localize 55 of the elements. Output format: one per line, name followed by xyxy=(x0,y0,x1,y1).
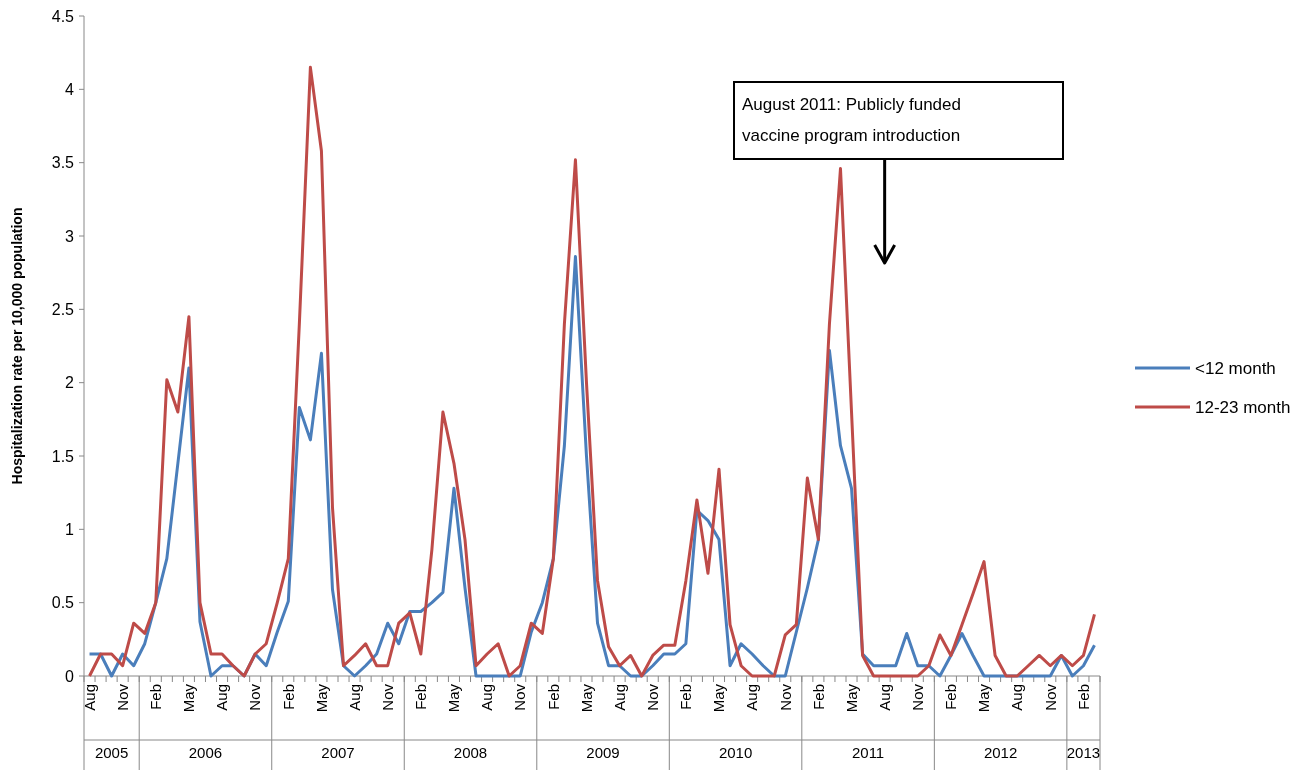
x-tick-label: May xyxy=(710,683,728,713)
y-tick-label: 3.5 xyxy=(51,154,75,172)
x-tick-label: Aug xyxy=(345,684,363,711)
x-tick-label: Aug xyxy=(743,684,761,711)
x-tick-label: May xyxy=(312,683,330,713)
x-tick-label: Aug xyxy=(610,684,628,711)
y-tick-label: 4.5 xyxy=(51,7,75,25)
x-tick-label: Nov xyxy=(378,683,396,711)
text: 2011 xyxy=(851,744,885,761)
y-tick-label: 2 xyxy=(65,374,75,392)
text: 2008 xyxy=(453,744,488,761)
y-tick-label: 1 xyxy=(65,520,75,538)
line-series xyxy=(88,65,1096,678)
legend-label: <12 month xyxy=(1195,358,1276,378)
text: 2009 xyxy=(586,744,620,761)
x-tick-label: Nov xyxy=(643,683,661,711)
x-tick-label: Aug xyxy=(213,684,231,711)
x-tick-label: May xyxy=(842,683,860,713)
x-tick-label: May xyxy=(975,683,993,713)
text: 2013 xyxy=(1066,744,1101,761)
y-tick-label: 1.5 xyxy=(51,447,75,465)
x-tick-label: Nov xyxy=(1041,683,1059,711)
y-tick-label: 0.5 xyxy=(51,594,75,612)
x-tick-label: Feb xyxy=(1074,684,1092,710)
x-tick-label: Nov xyxy=(909,683,927,711)
x-tick-label: Feb xyxy=(544,684,562,710)
y-tick-label: 4 xyxy=(65,80,75,98)
x-tick-label: Feb xyxy=(942,684,960,710)
y-axis-title: Hospitalization rate per 10,000 population xyxy=(9,207,25,485)
x-tick-label: Nov xyxy=(246,683,264,711)
x-tick-label: Aug xyxy=(875,684,893,711)
y-tick-label: 3 xyxy=(65,227,75,245)
x-tick-label: Aug xyxy=(80,684,98,711)
x-tick-label: Aug xyxy=(1008,684,1026,711)
x-tick-label: May xyxy=(577,683,595,713)
text: 2005 xyxy=(94,744,129,761)
x-tick-label: Feb xyxy=(809,684,827,710)
text: 2010 xyxy=(718,744,753,761)
legend-label: 12-23 month xyxy=(1195,397,1291,417)
text: 2012 xyxy=(983,744,1018,761)
x-tick-label: May xyxy=(445,683,463,713)
text: 2007 xyxy=(321,744,355,761)
x-tick-label: Nov xyxy=(113,683,131,711)
text: 2006 xyxy=(188,744,223,761)
x-tick-label: Nov xyxy=(776,683,794,711)
y-tick-label: 0 xyxy=(65,667,75,685)
annotation: August 2011: Publicly funded vaccine program introduction xyxy=(742,95,961,145)
x-tick-label: Aug xyxy=(478,684,496,711)
x-tick-label: Feb xyxy=(677,684,695,710)
x-tick-label: Feb xyxy=(147,684,165,710)
x-tick-label: Feb xyxy=(412,684,430,710)
x-tick-label: Nov xyxy=(511,683,529,711)
y-tick-label: 2.5 xyxy=(51,300,75,318)
x-tick-label: Feb xyxy=(279,684,297,710)
x-tick-label: May xyxy=(180,683,198,713)
